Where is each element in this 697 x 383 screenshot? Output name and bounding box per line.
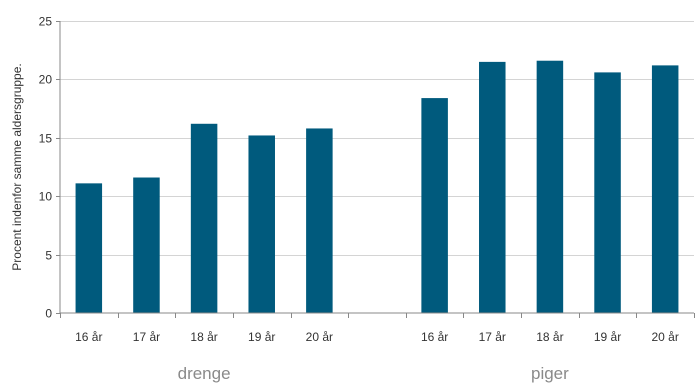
- x-tick-label: 18 år: [536, 330, 563, 344]
- bar-drenge-2: [133, 177, 160, 313]
- y-tick-label-15: 15: [39, 132, 53, 146]
- bar-piger-4: [594, 72, 621, 313]
- x-tick-label: 19 år: [248, 330, 275, 344]
- bar-piger-3: [536, 60, 564, 313]
- x-tick-label: 17 år: [479, 330, 506, 344]
- group-label-piger: piger: [531, 364, 569, 383]
- x-tick-label: 20 år: [652, 330, 679, 344]
- group-label-drenge: drenge: [178, 364, 231, 383]
- y-tick-label-20: 20: [39, 73, 53, 87]
- bar-drenge-5: [306, 128, 333, 313]
- bar-drenge-4: [248, 135, 275, 313]
- x-tick-label: 17 år: [133, 330, 160, 344]
- bar-drenge-3: [190, 123, 218, 313]
- y-tick-label-25: 25: [39, 15, 53, 29]
- y-tick-label-10: 10: [39, 190, 53, 204]
- bar-drenge-1: [75, 183, 103, 313]
- y-tick-label-0: 0: [45, 307, 52, 321]
- y-tick-labels: 0 5 10 15 20 25: [39, 15, 53, 321]
- group-labels: drenge piger: [178, 364, 570, 383]
- x-tick-label: 18 år: [190, 330, 217, 344]
- bars: [75, 60, 679, 313]
- y-axis-label: Procent indenfor samme aldersgruppe.: [10, 63, 24, 270]
- x-tick-labels: 16 år 17 år 18 år 19 år 20 år 16 år 17 år 18 år…: [75, 330, 679, 344]
- x-tick-label: 16 år: [75, 330, 102, 344]
- bar-piger-1: [421, 98, 448, 313]
- bar-piger-5: [651, 65, 679, 313]
- bar-piger-2: [479, 61, 506, 313]
- x-tick-label: 16 år: [421, 330, 448, 344]
- grid-lines: [56, 21, 694, 314]
- y-tick-label-5: 5: [45, 249, 52, 263]
- x-tick-label: 20 år: [306, 330, 333, 344]
- x-tick-label: 19 år: [594, 330, 621, 344]
- x-tick-marks: [60, 313, 695, 318]
